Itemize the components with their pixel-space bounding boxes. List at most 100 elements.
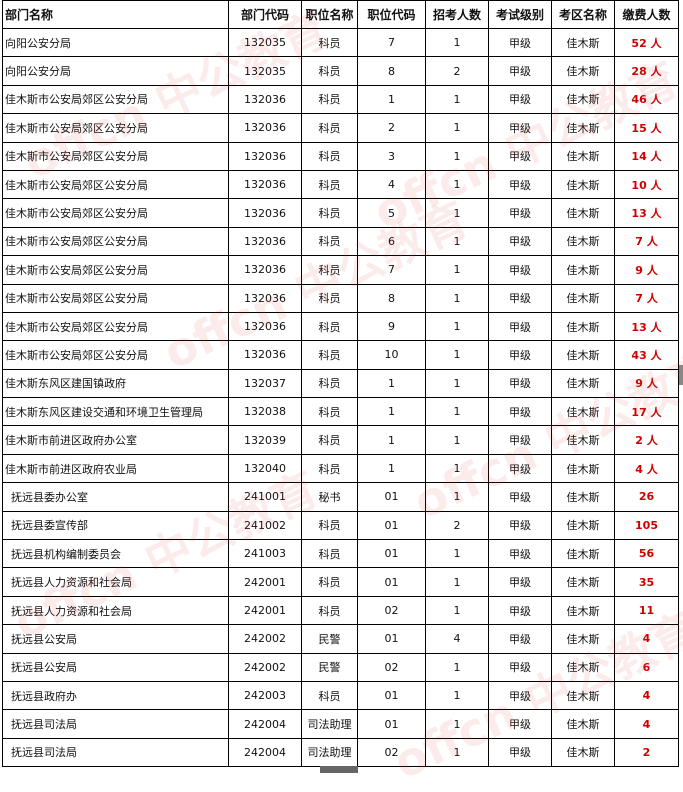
- cell-position-name: 科员: [301, 198, 358, 228]
- cell-department-name: 佳木斯市前进区政府办公室: [2, 425, 229, 455]
- cell-position-code: 2: [357, 113, 426, 143]
- cell-exam-area: 佳木斯: [551, 624, 615, 654]
- cell-department-code: 132036: [228, 311, 302, 342]
- cell-department-code: 242002: [228, 624, 302, 654]
- cell-recruit-count: 1: [425, 453, 489, 484]
- table-row: 佳木斯市公安局郊区公安分局 132036 科员 3 1 甲级 佳木斯 14 人: [2, 141, 679, 171]
- table-row: 抚远县人力资源和社会局 242001 科员 01 1 甲级 佳木斯 35: [2, 567, 679, 597]
- cell-department-name: 抚远县人力资源和社会局: [2, 595, 229, 626]
- cell-department-name: 佳木斯东风区建国镇政府: [2, 368, 229, 399]
- cell-exam-area: 佳木斯: [551, 453, 615, 484]
- horizontal-scrollbar-thumb[interactable]: [320, 766, 358, 773]
- cell-exam-area: 佳木斯: [551, 539, 615, 569]
- cell-paid-count: 14 人: [614, 141, 679, 171]
- cell-exam-level: 甲级: [488, 425, 552, 455]
- cell-department-name: 佳木斯市公安局郊区公安分局: [2, 198, 229, 228]
- cell-exam-area: 佳木斯: [551, 595, 615, 626]
- cell-position-code: 02: [357, 737, 426, 768]
- cell-position-name: 科员: [301, 84, 358, 115]
- cell-paid-count: 52 人: [614, 27, 679, 58]
- cell-paid-count: 4 人: [614, 453, 679, 484]
- header-position-code: 职位代码: [357, 0, 426, 29]
- cell-recruit-count: 1: [425, 539, 489, 569]
- cell-position-code: 9: [357, 311, 426, 342]
- cell-department-code: 242004: [228, 737, 302, 768]
- vertical-scrollbar-thumb[interactable]: [679, 365, 683, 385]
- cell-exam-level: 甲级: [488, 198, 552, 228]
- cell-position-code: 01: [357, 482, 426, 512]
- cell-position-code: 4: [357, 169, 426, 200]
- cell-department-name: 佳木斯东风区建设交通和环境卫生管理局: [2, 397, 229, 427]
- cell-position-name: 民警: [301, 652, 358, 682]
- cell-exam-level: 甲级: [488, 311, 552, 342]
- cell-department-name: 向阳公安分局: [2, 56, 229, 86]
- cell-recruit-count: 1: [425, 84, 489, 115]
- cell-exam-area: 佳木斯: [551, 84, 615, 115]
- header-exam-level: 考试级别: [488, 0, 552, 29]
- cell-paid-count: 15 人: [614, 113, 679, 143]
- cell-position-name: 科员: [301, 340, 358, 370]
- cell-exam-level: 甲级: [488, 567, 552, 597]
- cell-position-code: 01: [357, 709, 426, 739]
- table-row: 抚远县委办公室 241001 秘书 01 1 甲级 佳木斯 26: [2, 482, 679, 512]
- table-row: 抚远县委宣传部 241002 科员 01 2 甲级 佳木斯 105: [2, 510, 679, 541]
- cell-recruit-count: 1: [425, 255, 489, 285]
- cell-department-code: 132036: [228, 255, 302, 285]
- cell-position-name: 科员: [301, 397, 358, 427]
- table-row: 佳木斯东风区建设交通和环境卫生管理局 132038 科员 1 1 甲级 佳木斯 17 人: [2, 397, 679, 427]
- cell-exam-area: 佳木斯: [551, 226, 615, 257]
- cell-paid-count: 13 人: [614, 311, 679, 342]
- cell-position-name: 科员: [301, 368, 358, 399]
- cell-exam-level: 甲级: [488, 141, 552, 171]
- cell-paid-count: 7 人: [614, 283, 679, 313]
- cell-department-name: 抚远县委办公室: [2, 482, 229, 512]
- cell-recruit-count: 1: [425, 226, 489, 257]
- cell-department-name: 向阳公安分局: [2, 27, 229, 58]
- cell-position-name: 秘书: [301, 482, 358, 512]
- cell-department-code: 132036: [228, 169, 302, 200]
- cell-exam-area: 佳木斯: [551, 198, 615, 228]
- table-row: 抚远县公安局 242002 民警 02 1 甲级 佳木斯 6: [2, 652, 679, 682]
- cell-paid-count: 46 人: [614, 84, 679, 115]
- cell-position-code: 3: [357, 141, 426, 171]
- table-row: 佳木斯市公安局郊区公安分局 132036 科员 2 1 甲级 佳木斯 15 人: [2, 113, 679, 143]
- cell-position-name: 司法助理: [301, 737, 358, 768]
- cell-position-code: 8: [357, 283, 426, 313]
- cell-recruit-count: 1: [425, 709, 489, 739]
- cell-paid-count: 9 人: [614, 255, 679, 285]
- cell-recruit-count: 1: [425, 340, 489, 370]
- cell-paid-count: 17 人: [614, 397, 679, 427]
- cell-position-code: 02: [357, 595, 426, 626]
- table-row: 佳木斯市公安局郊区公安分局 132036 科员 7 1 甲级 佳木斯 9 人: [2, 255, 679, 285]
- cell-department-name: 抚远县公安局: [2, 624, 229, 654]
- table-row: 佳木斯市前进区政府农业局 132040 科员 1 1 甲级 佳木斯 4 人: [2, 453, 679, 484]
- cell-recruit-count: 1: [425, 141, 489, 171]
- cell-exam-level: 甲级: [488, 226, 552, 257]
- cell-recruit-count: 1: [425, 368, 489, 399]
- cell-department-name: 抚远县委宣传部: [2, 510, 229, 541]
- cell-exam-area: 佳木斯: [551, 169, 615, 200]
- cell-recruit-count: 1: [425, 425, 489, 455]
- table-row: 佳木斯市前进区政府办公室 132039 科员 1 1 甲级 佳木斯 2 人: [2, 425, 679, 455]
- cell-position-code: 7: [357, 255, 426, 285]
- cell-department-name: 佳木斯市公安局郊区公安分局: [2, 141, 229, 171]
- cell-exam-level: 甲级: [488, 169, 552, 200]
- table-row: 佳木斯市公安局郊区公安分局 132036 科员 6 1 甲级 佳木斯 7 人: [2, 226, 679, 257]
- header-position-name: 职位名称: [301, 0, 358, 29]
- cell-position-code: 01: [357, 539, 426, 569]
- cell-recruit-count: 1: [425, 113, 489, 143]
- cell-exam-level: 甲级: [488, 397, 552, 427]
- cell-recruit-count: 2: [425, 56, 489, 86]
- cell-department-code: 241001: [228, 482, 302, 512]
- cell-department-code: 132036: [228, 198, 302, 228]
- cell-department-name: 佳木斯市公安局郊区公安分局: [2, 311, 229, 342]
- cell-exam-level: 甲级: [488, 482, 552, 512]
- cell-exam-level: 甲级: [488, 453, 552, 484]
- cell-department-code: 242001: [228, 567, 302, 597]
- cell-position-name: 科员: [301, 595, 358, 626]
- cell-exam-level: 甲级: [488, 56, 552, 86]
- cell-position-code: 1: [357, 368, 426, 399]
- table-row: 佳木斯市公安局郊区公安分局 132036 科员 9 1 甲级 佳木斯 13 人: [2, 311, 679, 342]
- cell-exam-area: 佳木斯: [551, 737, 615, 768]
- recruitment-table: 部门名称 部门代码 职位名称 职位代码 招考人数 考试级别 考区名称 缴费人数 向阳公安分局 1…: [2, 0, 679, 768]
